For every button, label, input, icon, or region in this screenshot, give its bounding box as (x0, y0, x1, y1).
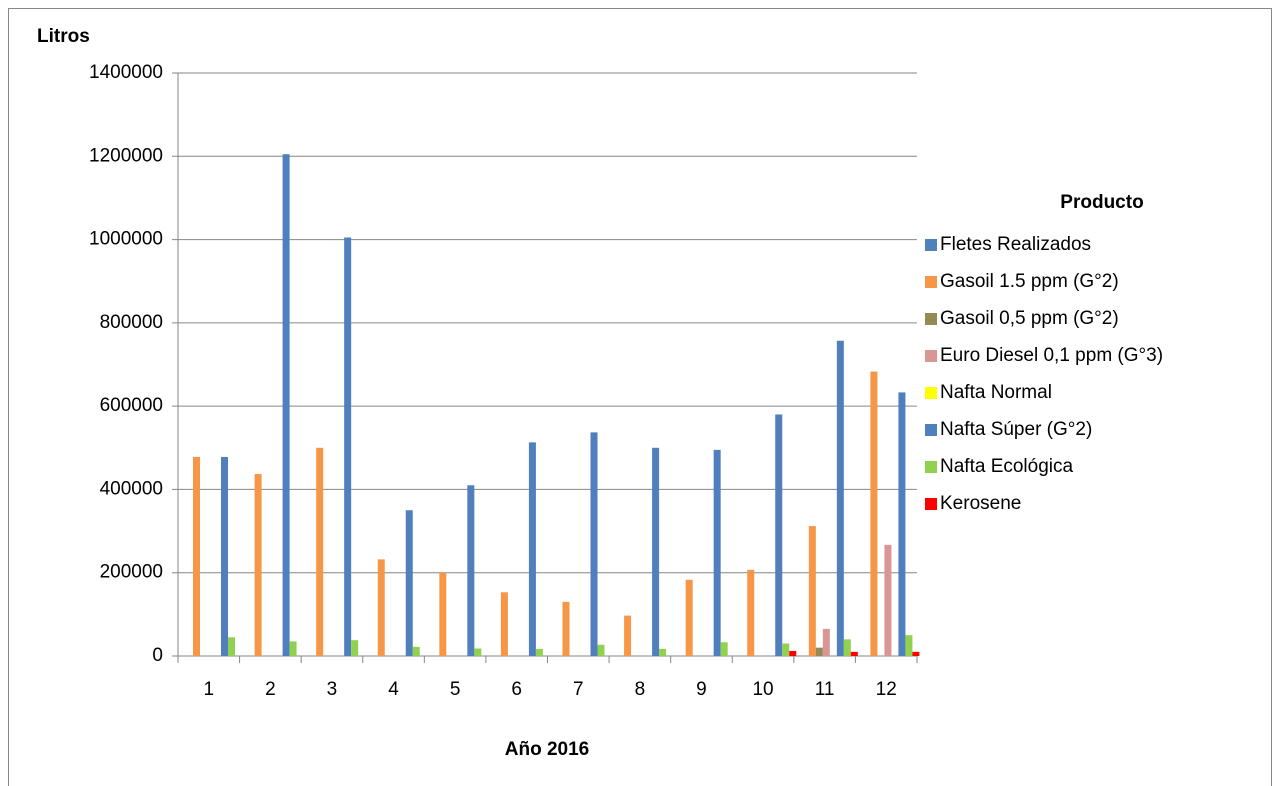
y-tick-label: 200000 (100, 562, 163, 583)
bar (822, 628, 830, 656)
bar (289, 641, 297, 656)
bar (282, 154, 290, 657)
bar (254, 474, 262, 656)
y-tick-label: 800000 (100, 312, 163, 333)
bar (713, 449, 721, 656)
y-tick-label: 1200000 (89, 145, 163, 166)
bar (747, 569, 755, 656)
bar (789, 651, 797, 656)
legend-label: Nafta Súper (G°2) (940, 419, 1092, 440)
bar (221, 456, 228, 656)
legend-label: Nafta Ecológica (940, 456, 1074, 477)
x-tick-label: 3 (327, 679, 338, 700)
legend-label: Nafta Normal (940, 382, 1052, 403)
x-tick-label: 7 (573, 679, 584, 700)
bar (624, 615, 632, 656)
legend-swatch (925, 424, 937, 436)
bar (843, 639, 851, 656)
x-tick-label: 4 (388, 679, 399, 700)
legend-swatch (925, 498, 937, 510)
bar (850, 651, 858, 656)
x-tick-label: 8 (635, 679, 646, 700)
legend-swatch (925, 276, 937, 288)
bar (439, 572, 447, 656)
bar (652, 447, 660, 656)
bar (659, 648, 667, 656)
y-axis-label: Litros (37, 26, 90, 47)
bar (193, 456, 200, 656)
legend-label: Kerosene (940, 493, 1021, 514)
bar (782, 643, 790, 656)
x-tick-label: 2 (265, 679, 276, 700)
legend-swatch (925, 387, 937, 399)
legend-label: Gasoil 0,5 ppm (G°2) (940, 308, 1119, 329)
bar (912, 651, 920, 656)
legend-swatch (925, 350, 937, 362)
bar (405, 510, 413, 656)
bar (474, 648, 482, 656)
chart-frame (8, 8, 1272, 786)
y-tick-label: 600000 (100, 395, 163, 416)
bar (528, 442, 536, 656)
x-tick-label: 9 (696, 679, 707, 700)
bar (905, 635, 913, 656)
bar (535, 648, 543, 656)
x-tick-label: 10 (752, 679, 773, 700)
bar (815, 647, 823, 656)
bar (351, 640, 359, 656)
bar (500, 592, 508, 656)
bar (720, 642, 728, 656)
legend-swatch (925, 313, 937, 325)
bar (884, 544, 892, 656)
x-tick-label: 6 (511, 679, 522, 700)
bar (597, 644, 605, 656)
legend-label: Gasoil 1.5 ppm (G°2) (940, 271, 1119, 292)
bar (344, 237, 352, 656)
x-tick-label: 1 (204, 679, 215, 700)
legend-swatch (925, 239, 937, 251)
bar (898, 392, 906, 656)
x-axis-label: Año 2016 (505, 739, 589, 760)
bar (562, 601, 570, 656)
bar (870, 371, 878, 656)
x-tick-label: 11 (815, 679, 835, 700)
legend-label: Fletes Realizados (940, 234, 1091, 255)
bar (775, 414, 783, 656)
bar (685, 579, 693, 656)
legend-swatch (925, 461, 937, 473)
x-tick-label: 12 (876, 679, 897, 700)
bar (377, 559, 385, 656)
legend-title: Producto (1060, 192, 1143, 213)
legend-label: Euro Diesel 0,1 ppm (G°3) (940, 345, 1163, 366)
y-tick-label: 1000000 (89, 229, 163, 250)
y-tick-label: 1400000 (89, 62, 163, 83)
y-tick-label: 0 (152, 645, 163, 666)
x-tick-label: 5 (450, 679, 461, 700)
bar (316, 447, 324, 656)
bar (836, 340, 844, 656)
bar (412, 646, 420, 656)
bar (808, 526, 816, 656)
y-tick-label: 400000 (100, 478, 163, 499)
bar (590, 432, 598, 656)
bar (228, 637, 235, 656)
bar (467, 485, 475, 656)
